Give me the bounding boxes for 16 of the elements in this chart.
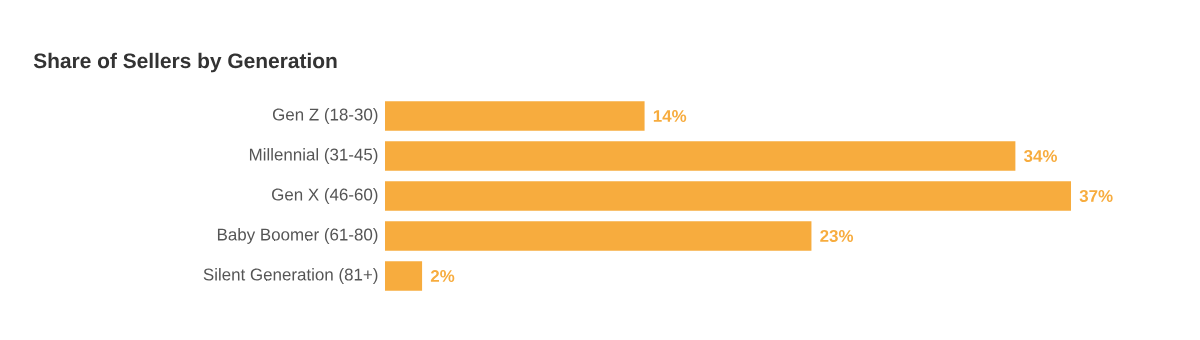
y-tick-label: Gen Z (18-30) <box>272 108 378 124</box>
y-tick-label: Silent Generation (81+) <box>203 268 378 284</box>
y-tick-label: Gen X (46-60) <box>272 188 378 204</box>
y-tick-label: Millennial (31-45) <box>249 148 378 164</box>
bar <box>385 101 645 131</box>
data-label: 34% <box>1023 149 1058 163</box>
bar <box>385 181 1072 211</box>
data-label: 23% <box>820 229 854 243</box>
text: Share of Sellers by Generation <box>33 52 337 73</box>
data-label: 37% <box>1079 189 1113 203</box>
data-label: 2% <box>430 270 455 282</box>
bar <box>385 221 812 251</box>
bar <box>385 261 423 291</box>
y-tick-label: Baby Boomer (61-80) <box>217 228 378 244</box>
data-label: 14% <box>653 110 687 122</box>
bar <box>385 141 1016 171</box>
